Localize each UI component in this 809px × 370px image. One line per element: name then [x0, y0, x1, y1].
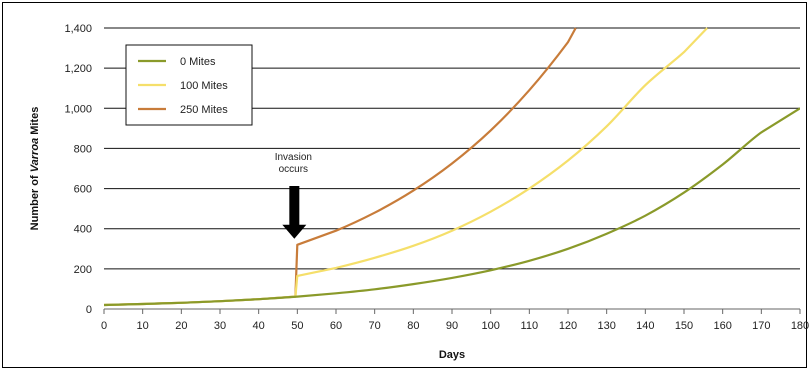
y-tick-label-600: 600 [74, 184, 92, 196]
y-axis-title-part-2: Varroa [29, 138, 41, 172]
x-tick-label-10: 10 [137, 320, 149, 332]
annotation-arrow-shaft [289, 186, 300, 227]
x-tick-label-40: 40 [253, 320, 265, 332]
series-lines [104, 27, 800, 307]
annotation-text-line-1: Invasion [275, 152, 312, 163]
series-line-0-mites [104, 107, 800, 307]
y-tick-label-1000: 1,000 [64, 103, 92, 115]
y-tick-label-1200: 1,200 [64, 63, 92, 75]
x-tick-label-30: 30 [214, 320, 226, 332]
x-tick-label-130: 130 [597, 320, 615, 332]
y-axis-title-part-3: Mites [29, 107, 41, 138]
annotation-text-line-2: occurs [279, 164, 308, 175]
y-axis-title-part-1: Number of [29, 172, 41, 230]
x-tick-label-80: 80 [407, 320, 419, 332]
legend-label-2: 100 Mites [180, 80, 228, 92]
x-tick-label-120: 120 [559, 320, 577, 332]
x-tick-label-0: 0 [101, 320, 107, 332]
y-tick-label-800: 800 [74, 143, 92, 155]
x-tick-label-100: 100 [481, 320, 499, 332]
x-tick-label-20: 20 [175, 320, 187, 332]
x-tick-label-150: 150 [675, 320, 693, 332]
y-tick-label-200: 200 [74, 264, 92, 276]
x-tick-label-70: 70 [369, 320, 381, 332]
legend-label-3: 250 Mites [180, 104, 228, 116]
x-tick-label-110: 110 [521, 320, 539, 332]
x-tick-label-90: 90 [446, 320, 458, 332]
x-tick-label-50: 50 [291, 320, 303, 332]
annotation-arrow-head [282, 224, 307, 239]
x-axis-ticks: 0 10 20 30 40 50 60 70 80 90 100 110 120 130 140 150 160… [101, 309, 809, 332]
legend-label-1: 0 Mites [180, 56, 216, 68]
x-tick-label-140: 140 [636, 320, 654, 332]
x-tick-label-60: 60 [330, 320, 342, 332]
y-tick-label-0: 0 [86, 304, 92, 316]
x-tick-label-170: 170 [752, 320, 770, 332]
legend: 0 Mites 100 Mites 250 Mites [125, 44, 253, 126]
x-tick-label-160: 160 [713, 320, 731, 332]
y-axis-title: Number of Varroa Mites [29, 107, 41, 231]
x-axis-title: Days [439, 349, 465, 361]
y-axis-ticks: 0 200 400 600 800 1,000 1,200 1,400 [64, 23, 92, 316]
y-tick-label-400: 400 [74, 224, 92, 236]
y-tick-label-1400: 1,400 [64, 23, 92, 35]
x-tick-label-180: 180 [791, 320, 809, 332]
